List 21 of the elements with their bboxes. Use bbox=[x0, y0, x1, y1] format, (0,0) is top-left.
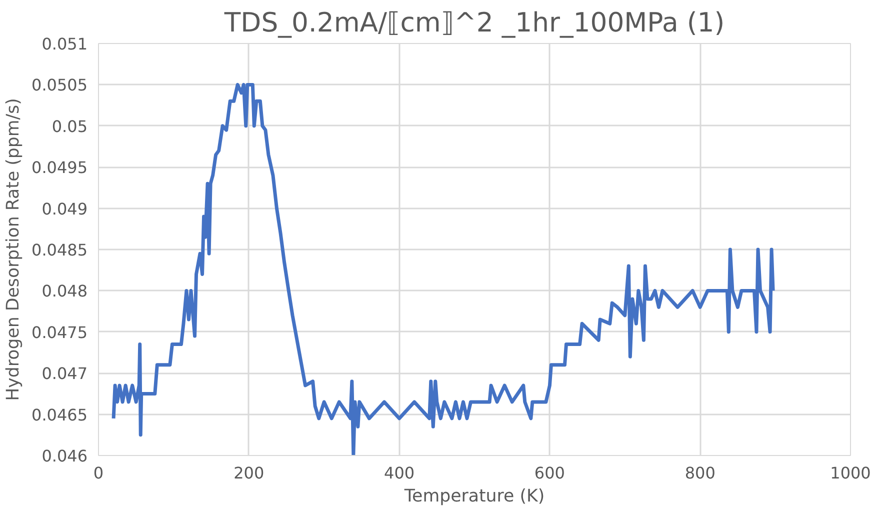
y-tick-label: 0.0475 bbox=[32, 322, 88, 342]
y-tick-label: 0.0465 bbox=[32, 405, 88, 424]
y-tick-label: 0.0485 bbox=[32, 240, 88, 260]
y-tick-label: 0.0495 bbox=[32, 158, 88, 178]
y-tick-label: 0.05 bbox=[52, 116, 88, 136]
x-tick-label: 200 bbox=[234, 464, 264, 482]
y-tick-label: 0.051 bbox=[42, 34, 88, 54]
x-tick-label: 800 bbox=[684, 464, 716, 482]
x-tick-label: 400 bbox=[384, 464, 415, 482]
line-series bbox=[112, 82, 775, 456]
y-tick-label: 0.0505 bbox=[32, 76, 88, 95]
x-tick-label: 0 bbox=[93, 464, 104, 482]
y-tick-label: 0.048 bbox=[42, 282, 88, 301]
x-tick-label: 600 bbox=[534, 464, 565, 482]
y-tick-label: 0.047 bbox=[42, 364, 88, 384]
x-axis-title: Temperature (K) bbox=[403, 486, 545, 506]
chart-title: TDS_0.2mA/⟦cm⟧^2 _1hr_100MPa (1) bbox=[223, 8, 725, 38]
y-tick-label: 0.046 bbox=[42, 446, 88, 466]
y-axis-title: Hydrogen Desorption Rate (ppm/s) bbox=[4, 98, 24, 401]
y-tick-label: 0.049 bbox=[42, 199, 88, 218]
x-tick-label: 1000 bbox=[830, 464, 871, 482]
